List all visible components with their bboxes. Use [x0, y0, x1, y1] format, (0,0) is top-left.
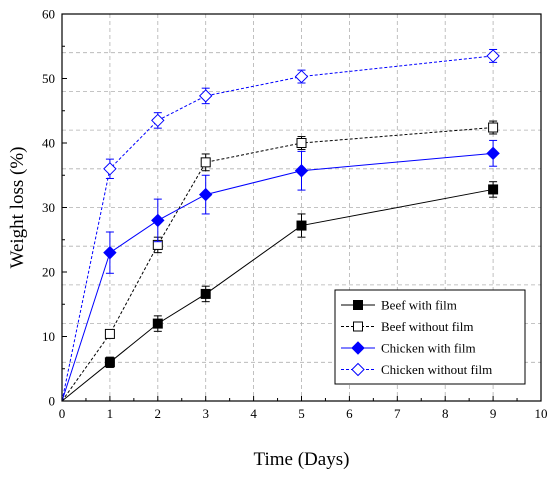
y-tick-label: 0: [49, 394, 56, 409]
legend-item: Beef with film: [341, 298, 457, 313]
y-tick-label: 60: [42, 7, 55, 22]
series-beef-with-film: [61, 181, 499, 402]
legend: Beef with film Beef without film Chicken w…: [334, 289, 526, 385]
x-tick-label: 2: [155, 406, 162, 421]
series-chicken-with-film: [61, 139, 500, 402]
x-tick-label: 3: [202, 406, 209, 421]
x-tick-label: 8: [442, 406, 449, 421]
series-line: [61, 188, 494, 402]
data-point: [200, 157, 211, 168]
legend-item: Chicken without film: [341, 362, 492, 377]
y-tick-label: 10: [42, 329, 55, 344]
series-line: [61, 55, 494, 402]
data-point: [103, 245, 117, 260]
data-point: [104, 357, 115, 368]
x-tick-label: 5: [298, 406, 305, 421]
y-tick-label: 50: [42, 71, 55, 86]
series-line: [61, 152, 494, 402]
x-tick-label: 0: [59, 406, 66, 421]
series-beef-without-film: [61, 120, 499, 402]
data-point: [152, 318, 163, 329]
x-tick-label: 10: [535, 406, 548, 421]
data-point: [296, 220, 307, 231]
legend-label: Chicken with film: [381, 341, 476, 356]
y-axis-title: Weight loss (%): [7, 147, 28, 269]
legend-item: Chicken with film: [341, 341, 476, 356]
legend-marker: [353, 300, 363, 310]
data-point: [296, 138, 307, 148]
data-point: [103, 162, 117, 176]
data-point: [151, 113, 165, 128]
axis-ticks: 0 1 2 3 4 5 6 7 8 9 10 0 10 20 30 40 50 60: [42, 7, 548, 422]
data-point: [151, 213, 165, 228]
x-tick-label: 1: [107, 406, 114, 421]
legend-label: Beef with film: [381, 298, 457, 313]
data-point: [488, 184, 499, 195]
data-point: [104, 328, 115, 339]
data-point: [486, 49, 500, 63]
x-tick-label: 4: [250, 406, 257, 421]
series-layer: [61, 48, 500, 402]
legend-label: Beef without film: [381, 319, 473, 334]
data-point: [198, 187, 213, 202]
legend-marker: [353, 321, 363, 332]
y-tick-label: 20: [42, 265, 55, 280]
data-point: [200, 288, 211, 299]
series-chicken-without-film: [61, 48, 500, 402]
x-tick-label: 6: [346, 406, 353, 421]
legend-marker: [351, 362, 365, 377]
legend-item: Beef without film: [341, 319, 473, 334]
y-tick-label: 40: [42, 136, 55, 151]
x-tick-label: 7: [394, 406, 401, 421]
x-axis-title: Time (Days): [254, 449, 350, 470]
x-tick-label: 9: [490, 406, 497, 421]
data-point: [294, 69, 309, 84]
data-point: [294, 164, 309, 178]
data-point: [486, 146, 500, 161]
legend-marker: [351, 341, 365, 355]
data-point: [198, 89, 213, 103]
series-line: [61, 127, 494, 402]
data-point: [488, 122, 499, 133]
legend-label: Chicken without film: [381, 362, 492, 377]
legend-box: [334, 289, 526, 385]
y-tick-label: 30: [42, 200, 55, 215]
